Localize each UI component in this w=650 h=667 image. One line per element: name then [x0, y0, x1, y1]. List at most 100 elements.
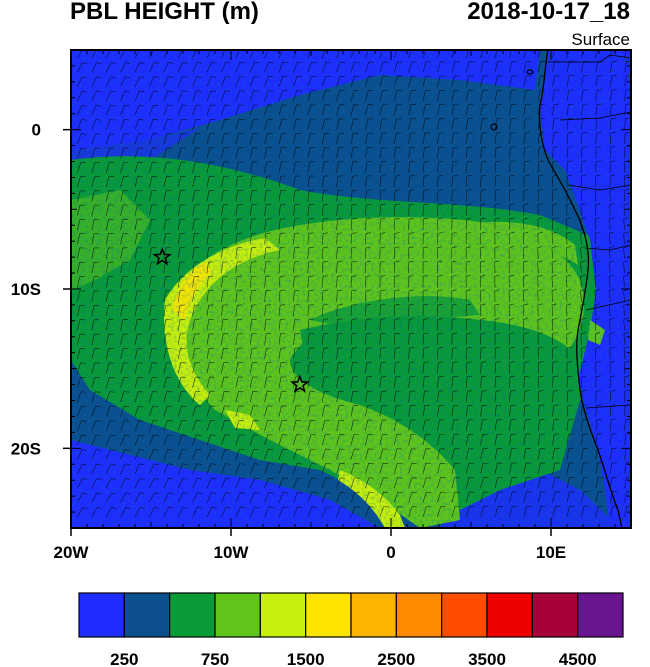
wind-barb-flag — [523, 260, 529, 263]
wind-barb — [321, 463, 326, 474]
wind-barb-flag — [337, 332, 343, 335]
wind-barb — [523, 463, 527, 474]
wind-barb — [523, 391, 525, 403]
wind-barb-flag — [168, 62, 174, 64]
wind-barb-flag — [253, 90, 259, 92]
wind-barb — [494, 448, 498, 460]
wind-barb-flag — [96, 434, 102, 437]
wind-barb — [120, 391, 125, 403]
wind-barb — [480, 104, 483, 116]
wind-barb-flag — [280, 246, 286, 249]
wind-barb — [149, 50, 154, 59]
wind-barb-flag — [311, 463, 317, 465]
wind-barb — [177, 90, 183, 102]
wind-barb — [192, 463, 198, 474]
wind-barb-flag — [451, 303, 457, 306]
wind-barb-flag — [508, 289, 514, 292]
valid-time-label: 2018-10-17_18 — [467, 0, 630, 25]
wind-barb — [221, 463, 226, 474]
wind-barb — [494, 75, 498, 87]
wind-barb-flag — [82, 478, 88, 481]
wind-barb-flag — [96, 90, 102, 93]
wind-barb — [163, 247, 166, 259]
wind-barb — [163, 161, 167, 173]
wind-barb — [77, 147, 82, 159]
wind-barb-flag — [196, 104, 202, 106]
wind-barb — [91, 50, 97, 59]
wind-barb — [379, 76, 384, 87]
wind-barb-flag — [182, 477, 188, 480]
wind-barb-flag — [609, 274, 615, 277]
wind-barb — [379, 190, 382, 202]
wind-barb — [192, 262, 195, 274]
wind-barb — [523, 133, 526, 145]
wind-barb-flag — [580, 260, 586, 263]
wind-barb — [336, 448, 341, 460]
wind-barb — [321, 376, 325, 388]
wind-barb — [249, 176, 253, 188]
wind-barb-flag — [523, 217, 529, 220]
wind-barb-flag — [124, 133, 130, 135]
wind-barb-flag — [182, 463, 188, 465]
wind-barb — [365, 333, 367, 345]
wind-barb — [379, 233, 381, 245]
wind-barb — [307, 147, 311, 159]
wind-barb — [321, 104, 326, 116]
wind-barb — [379, 147, 382, 159]
wind-barb — [177, 62, 183, 73]
wind-barb-flag — [408, 289, 414, 292]
wind-barb-flag — [279, 261, 286, 263]
wind-barb-flag — [552, 217, 558, 220]
wind-barb — [163, 204, 167, 216]
wind-barb-flag — [296, 448, 302, 450]
wind-barb — [451, 419, 454, 431]
wind-barb-flag — [466, 260, 472, 263]
wind-barb-flag — [365, 275, 371, 277]
wind-barb — [77, 391, 82, 403]
wind-barb-flag — [340, 506, 346, 508]
wind-barb — [551, 247, 553, 259]
wind-barb-flag — [508, 274, 514, 277]
wind-barb — [422, 491, 427, 503]
wind-barb — [365, 290, 367, 302]
wind-barb-flag — [625, 131, 631, 134]
wind-barb — [595, 448, 598, 460]
wind-barb-flag — [268, 90, 274, 92]
wind-barb-flag — [225, 90, 231, 92]
wind-barb — [91, 406, 96, 417]
wind-barb — [192, 290, 195, 302]
wind-barb — [91, 76, 97, 87]
wind-barb-flag — [566, 231, 572, 234]
wind-barb — [149, 147, 153, 159]
wind-barb — [350, 133, 354, 145]
wind-barb — [221, 477, 226, 489]
wind-barb-flag — [538, 375, 544, 378]
wind-barb — [581, 434, 584, 446]
wind-barb — [609, 419, 612, 431]
wind-barb — [307, 319, 310, 331]
wind-barb — [393, 61, 398, 73]
wind-barb — [149, 319, 152, 331]
wind-barb-flag — [508, 260, 514, 263]
wind-barb — [566, 305, 568, 317]
wind-barb-flag — [437, 332, 443, 335]
wind-barb-flag — [268, 506, 274, 509]
wind-barb-flag — [326, 491, 332, 494]
wind-barb-flag — [509, 303, 515, 306]
wind-barb-flag — [466, 246, 472, 249]
wind-barb-flag — [509, 361, 515, 363]
wind-barb-flag — [611, 418, 617, 421]
wind-barb — [91, 133, 96, 145]
wind-barb — [581, 405, 583, 417]
wind-barb-flag — [253, 104, 259, 106]
wind-barb — [264, 333, 267, 345]
wind-barb — [235, 50, 240, 59]
wind-barb-flag — [596, 146, 602, 148]
wind-barb-flag — [380, 304, 386, 306]
wind-barb-flag — [437, 203, 443, 206]
wind-barb — [235, 147, 239, 159]
wind-barb — [350, 247, 352, 259]
wind-barb — [624, 90, 627, 102]
wind-barb — [350, 506, 356, 517]
wind-barb — [480, 90, 484, 102]
